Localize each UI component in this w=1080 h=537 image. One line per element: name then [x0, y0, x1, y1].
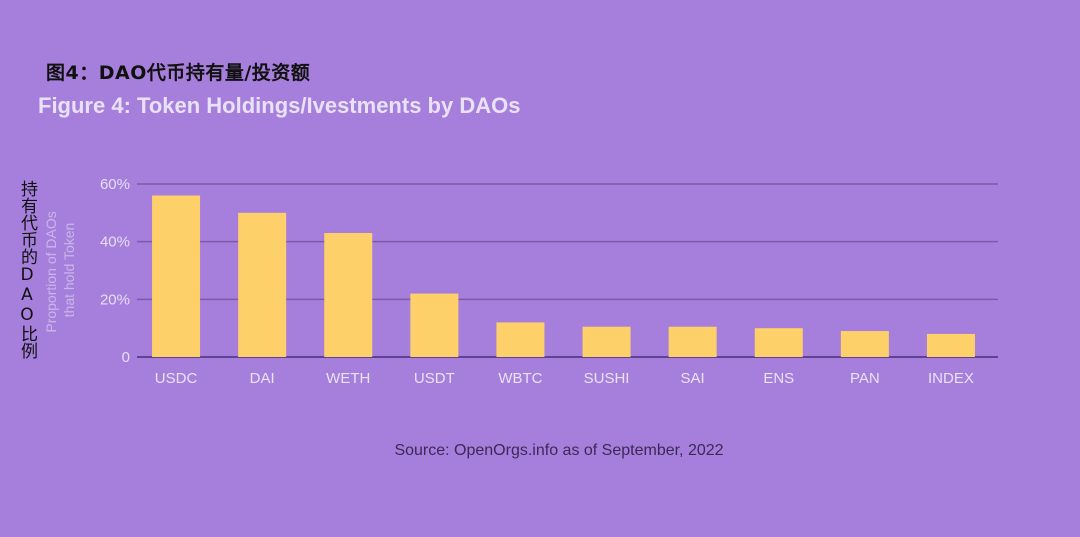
- y-tick-labels: 0 20% 40% 60%: [100, 176, 130, 366]
- category-label: SUSHI: [584, 370, 630, 387]
- bar-sai: [668, 326, 717, 357]
- category-label: INDEX: [928, 370, 974, 387]
- bar-usdc: [152, 195, 201, 357]
- category-label: SAI: [681, 370, 705, 387]
- source-note: Source: OpenOrgs.info as of September, 2…: [394, 442, 724, 459]
- category-label: DAI: [250, 370, 275, 387]
- bar-dai: [238, 212, 287, 357]
- y-tick-label: 60%: [100, 176, 130, 193]
- y-axis-title: Proportion of DAOs that hold Token: [43, 207, 77, 332]
- bars: [152, 195, 975, 357]
- bar-pan: [840, 331, 889, 357]
- category-label: USDT: [414, 370, 455, 387]
- bar-index: [926, 333, 975, 357]
- y-tick-label: 0: [122, 349, 130, 366]
- y-tick-label: 40%: [100, 234, 130, 251]
- bar-ens: [754, 328, 803, 357]
- chinese-title: 图4：DAO代币持有量/投资额: [46, 62, 311, 84]
- chinese-y-axis-label: 持有代币的DAO比例: [17, 180, 37, 359]
- y-axis-title-line-2: that hold Token: [61, 223, 77, 318]
- category-label: PAN: [850, 370, 880, 387]
- y-tick-label: 20%: [100, 291, 130, 308]
- english-title: Figure 4: Token Holdings/Ivestments by D…: [38, 93, 521, 118]
- category-label: WBTC: [498, 370, 542, 387]
- category-label: WETH: [326, 370, 370, 387]
- category-labels: USDC DAI WETH USDT WBTC SUSHI SAI ENS PAN INDEX: [155, 370, 974, 387]
- bar-wbtc: [496, 322, 545, 357]
- bar-weth: [324, 233, 373, 357]
- y-axis-title-line-1: Proportion of DAOs: [43, 211, 59, 332]
- category-label: ENS: [763, 370, 794, 387]
- bar-usdt: [410, 293, 459, 357]
- bar-sushi: [582, 326, 631, 357]
- category-label: USDC: [155, 370, 198, 387]
